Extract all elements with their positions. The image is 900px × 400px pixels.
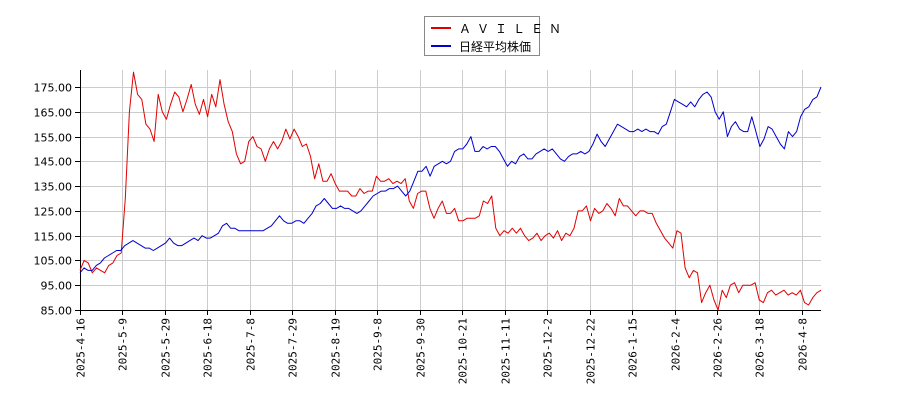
y-tick-label: 175.00 xyxy=(34,82,73,95)
y-tick-label: 125.00 xyxy=(34,206,73,219)
y-tick-label: 95.00 xyxy=(41,280,73,293)
red-line-swatch-icon xyxy=(431,27,451,29)
blue-line-swatch-icon xyxy=(431,45,451,47)
x-tick-label: 2026-4-8 xyxy=(797,318,810,371)
x-tick-label: 2025-7-8 xyxy=(245,318,258,371)
x-tick-label: 2026-1-15 xyxy=(627,318,640,378)
y-tick-label: 155.00 xyxy=(34,132,73,145)
nikkei-line xyxy=(79,86,822,274)
y-tick-label: 135.00 xyxy=(34,181,73,194)
grid-lines xyxy=(80,70,821,310)
x-tick-label: 2025-11-11 xyxy=(500,318,513,384)
y-tick-label: 105.00 xyxy=(34,255,73,268)
x-tick-label: 2025-4-16 xyxy=(75,318,88,378)
x-tick-label: 2025-12-22 xyxy=(585,318,598,384)
x-tick-label: 2026-3-18 xyxy=(754,318,767,378)
x-tick-label: 2025-6-18 xyxy=(202,318,215,378)
x-tick-label: 2025-8-19 xyxy=(330,318,343,378)
x-tick-label: 2025-5-29 xyxy=(160,318,173,378)
y-tick-label: 165.00 xyxy=(34,107,73,120)
data-series xyxy=(79,71,822,311)
axes xyxy=(75,70,821,315)
chart-legend: ＡＶＩＬＥＮ 日経平均株価 xyxy=(424,16,561,56)
avilen-line xyxy=(79,71,822,311)
x-tick-label: 2025-12-2 xyxy=(542,318,555,378)
x-tick-label: 2026-2-26 xyxy=(712,318,725,378)
x-tick-label: 2025-5-9 xyxy=(117,318,130,371)
x-tick-label: 2026-2-4 xyxy=(670,318,683,371)
y-tick-label: 145.00 xyxy=(34,156,73,169)
legend-label: ＡＶＩＬＥＮ xyxy=(459,21,568,36)
x-tick-label: 2025-9-8 xyxy=(372,318,385,371)
y-tick-label: 115.00 xyxy=(34,231,73,244)
y-axis-ticks: 85.00 95.00 105.00 115.00 125.00 135.00 145.00… xyxy=(34,82,73,318)
x-tick-label: 2025-9-30 xyxy=(415,318,428,378)
x-axis-ticks: 2025-4-16 2025-5-9 2025-5-29 2025-6-18 2025-… xyxy=(75,318,810,385)
legend-item-avilen: ＡＶＩＬＥＮ xyxy=(425,19,567,37)
y-tick-label: 85.00 xyxy=(41,305,73,318)
legend-item-nikkei: 日経平均株価 xyxy=(425,37,531,55)
x-tick-label: 2025-7-29 xyxy=(287,318,300,378)
x-tick-label: 2025-10-21 xyxy=(457,318,470,384)
legend-label: 日経平均株価 xyxy=(459,39,532,54)
